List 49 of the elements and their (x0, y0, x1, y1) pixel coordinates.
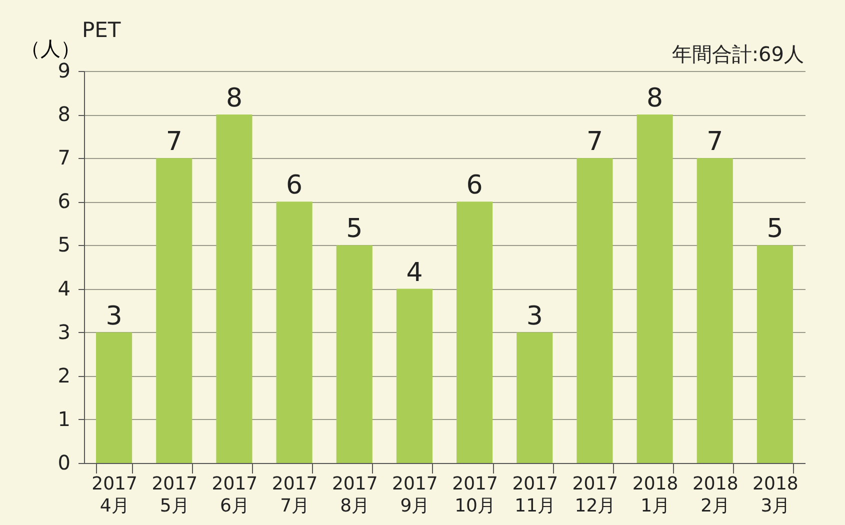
bar (156, 158, 192, 463)
x-tick-label: 2018 2月 (692, 474, 738, 516)
x-tick-label: 2017 9月 (392, 474, 438, 516)
data-label: 8 (646, 84, 664, 114)
y-axis-title: （人） (20, 36, 80, 60)
y-tick-label: 5 (58, 232, 70, 257)
x-tick-label: 2017 5月 (152, 474, 198, 516)
bar (276, 202, 312, 463)
data-label: 7 (586, 127, 603, 158)
x-tick-label: 2018 3月 (752, 474, 798, 516)
bar (696, 158, 733, 463)
data-label: 5 (766, 214, 784, 244)
x-tick-label: 2017 11月 (512, 474, 558, 516)
y-tick-label: 6 (58, 189, 70, 214)
bar (456, 202, 493, 463)
y-tick-label: 2 (58, 363, 70, 388)
text: 年間合計:69人 (672, 42, 804, 66)
y-tick-label: 9 (58, 58, 70, 82)
data-label: 6 (466, 170, 483, 201)
x-tick-label: 2017 4月 (92, 474, 138, 516)
bar (756, 245, 793, 463)
y-tick-label: 8 (58, 102, 70, 126)
y-tick-label: 3 (58, 320, 70, 344)
x-tick-label: 2018 1月 (632, 474, 678, 516)
bar (216, 114, 252, 463)
data-label: 4 (406, 258, 423, 288)
bar (336, 245, 372, 463)
data-label: 3 (106, 301, 122, 332)
data-label: 6 (286, 170, 303, 201)
data-label: 8 (226, 84, 242, 114)
bar (576, 158, 613, 463)
x-tick-label: 2017 8月 (332, 474, 378, 516)
data-label: 3 (526, 301, 543, 332)
x-tick-label: 2017 6月 (212, 474, 258, 516)
data-label: 5 (346, 214, 363, 244)
y-tick-label: 7 (58, 146, 70, 170)
bar (636, 114, 673, 463)
chart-title: PET (82, 18, 121, 42)
y-tick-label: 0 (58, 450, 70, 474)
x-tick-label: 2017 10月 (452, 474, 498, 516)
y-tick-label: 1 (58, 406, 70, 431)
x-tick-label: 2017 12月 (572, 474, 618, 516)
bar (96, 332, 132, 463)
data-label: 7 (706, 127, 724, 158)
bar (396, 288, 432, 463)
x-tick-label: 2017 7月 (272, 474, 318, 516)
data-label: 7 (166, 127, 182, 158)
y-tick-label: 4 (58, 276, 70, 300)
bar (516, 332, 553, 463)
